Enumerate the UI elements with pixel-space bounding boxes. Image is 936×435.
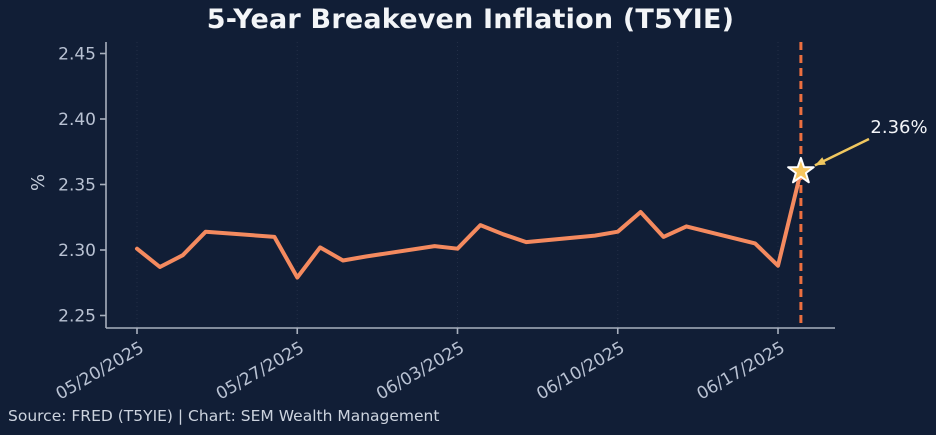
x-tick-label: 06/17/2025	[694, 338, 789, 404]
x-tick-label: 06/03/2025	[373, 338, 468, 404]
y-tick-label: 2.35	[58, 176, 96, 196]
y-tick-label: 2.40	[58, 110, 96, 130]
y-tick-label: 2.45	[58, 45, 96, 65]
chart-title: 5-Year Breakeven Inflation (T5YIE)	[206, 4, 735, 35]
star-marker	[787, 156, 815, 184]
x-tick-label: 05/20/2025	[53, 338, 148, 404]
source-credit: Source: FRED (T5YIE) | Chart: SEM Wealth…	[8, 407, 440, 425]
y-tick-label: 2.30	[58, 241, 96, 261]
annotation-label: 2.36%	[870, 117, 927, 138]
x-tick-label: 06/10/2025	[533, 338, 628, 404]
annotation-arrowhead	[814, 157, 826, 166]
y-tick-label: 2.25	[58, 307, 96, 327]
x-tick-label: 05/27/2025	[213, 338, 308, 404]
series-line	[135, 169, 803, 280]
